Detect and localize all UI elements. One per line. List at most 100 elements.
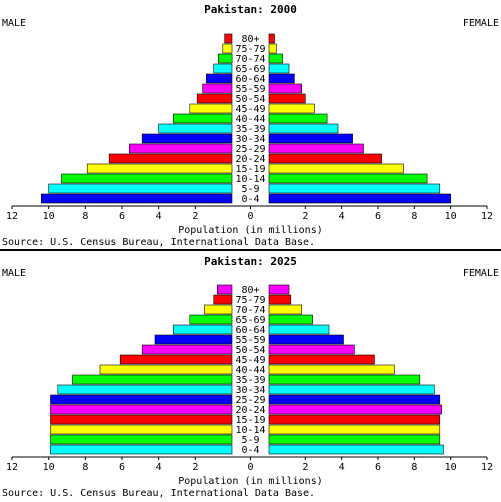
female-bar bbox=[268, 143, 364, 154]
age-group-label: 5-9 bbox=[241, 184, 259, 195]
female-bar bbox=[268, 344, 355, 355]
x-tick-label: 8 bbox=[82, 462, 88, 473]
male-bar bbox=[50, 424, 233, 435]
age-group-label: 65-69 bbox=[235, 64, 265, 75]
x-tick-label: 12 bbox=[481, 211, 493, 222]
age-group-label: 55-59 bbox=[235, 335, 265, 346]
x-tick-label: 6 bbox=[119, 462, 125, 473]
male-bar bbox=[154, 334, 233, 345]
age-group-label: 45-49 bbox=[235, 355, 265, 366]
female-bar bbox=[268, 133, 353, 144]
male-bar bbox=[217, 284, 233, 295]
bars-group: 80+75-7970-7465-6960-6455-5950-5445-4940… bbox=[50, 284, 444, 456]
male-bar bbox=[206, 73, 233, 84]
male-bar bbox=[189, 314, 233, 325]
age-group-label: 65-69 bbox=[235, 315, 265, 326]
male-bar bbox=[40, 193, 233, 204]
x-tick-label: 8 bbox=[411, 462, 417, 473]
age-group-label: 75-79 bbox=[235, 295, 265, 306]
male-label: MALE bbox=[2, 18, 26, 29]
female-bar bbox=[268, 394, 441, 405]
male-bar bbox=[158, 123, 233, 134]
pyramid-panel-2000: Pakistan: 2000 MALE FEMALE 80+ 75-79 70-74… bbox=[2, 3, 499, 248]
female-bar bbox=[268, 324, 330, 335]
female-bar bbox=[268, 334, 344, 345]
male-bar bbox=[213, 63, 233, 74]
male-bar bbox=[218, 53, 233, 64]
age-group-label: 0-4 bbox=[241, 445, 259, 456]
female-bar bbox=[268, 364, 395, 375]
age-group-label: 15-19 bbox=[235, 415, 265, 426]
x-tick-label: 6 bbox=[375, 211, 381, 222]
x-tick-label: 4 bbox=[156, 211, 162, 222]
age-group-label: 80+ bbox=[241, 285, 259, 296]
male-bar bbox=[141, 344, 233, 355]
x-tick-label: 6 bbox=[119, 211, 125, 222]
male-bar bbox=[50, 444, 233, 455]
male-bar bbox=[50, 404, 233, 415]
male-bar bbox=[119, 354, 233, 365]
source-note: Source: U.S. Census Bureau, Internationa… bbox=[2, 237, 315, 248]
age-group-label: 55-59 bbox=[235, 84, 265, 95]
x-tick-label: 4 bbox=[156, 462, 162, 473]
female-bar bbox=[268, 53, 283, 64]
female-bar bbox=[268, 444, 444, 455]
male-bar bbox=[213, 294, 233, 305]
population-pyramid-2025: Pakistan: 2025 MALE FEMALE 80+75-7970-74… bbox=[2, 255, 499, 499]
female-bar bbox=[268, 434, 441, 445]
x-axis: 12 10 8 6 4 2 0 2 4 6 8 10 12 bbox=[6, 205, 493, 222]
female-bar bbox=[268, 73, 295, 84]
male-bar bbox=[202, 83, 233, 94]
female-bar bbox=[268, 43, 277, 54]
pyramid-panel-2025: Pakistan: 2025 MALE FEMALE 80+ 75-79 70-74… bbox=[0, 251, 501, 502]
x-tick-label: 4 bbox=[339, 462, 345, 473]
x-tick-label: 0 bbox=[247, 462, 253, 473]
age-group-label: 10-14 bbox=[235, 425, 265, 436]
male-label: MALE bbox=[2, 268, 26, 279]
x-tick-label: 2 bbox=[192, 462, 198, 473]
female-bar bbox=[268, 173, 428, 184]
male-bar bbox=[196, 93, 233, 104]
age-group-label: 30-34 bbox=[235, 134, 265, 145]
x-tick-label: 6 bbox=[375, 462, 381, 473]
age-group-label: 20-24 bbox=[235, 405, 265, 416]
female-bar bbox=[268, 123, 339, 134]
female-bar bbox=[268, 103, 315, 114]
x-tick-label: 0 bbox=[247, 211, 253, 222]
age-group-label: 15-19 bbox=[235, 164, 265, 175]
female-bar bbox=[268, 33, 275, 44]
age-group-label: 80+ bbox=[241, 34, 259, 45]
age-group-label: 50-54 bbox=[235, 94, 265, 105]
male-bar bbox=[141, 133, 233, 144]
female-bar bbox=[268, 193, 451, 204]
panel-divider bbox=[0, 249, 501, 251]
male-bar bbox=[129, 143, 233, 154]
male-bar bbox=[61, 173, 233, 184]
x-axis-label: Population (in millions) bbox=[178, 225, 323, 236]
x-tick-label: 10 bbox=[445, 211, 457, 222]
male-bar bbox=[99, 364, 233, 375]
age-group-label: 60-64 bbox=[235, 74, 265, 85]
x-tick-label: 10 bbox=[445, 462, 457, 473]
female-bar bbox=[268, 63, 290, 74]
male-bar bbox=[224, 33, 233, 44]
age-group-label: 40-44 bbox=[235, 114, 265, 125]
age-group-label: 60-64 bbox=[235, 325, 265, 336]
age-group-label: 30-34 bbox=[235, 385, 265, 396]
x-tick-label: 8 bbox=[411, 211, 417, 222]
male-bar bbox=[50, 434, 233, 445]
age-group-label: 50-54 bbox=[235, 345, 265, 356]
x-tick-label: 2 bbox=[302, 462, 308, 473]
male-bar bbox=[204, 304, 233, 315]
age-group-label: 20-24 bbox=[235, 154, 265, 165]
x-tick-label: 10 bbox=[43, 211, 55, 222]
male-bar bbox=[86, 163, 233, 174]
female-bar bbox=[268, 153, 382, 164]
female-bar bbox=[268, 83, 303, 94]
age-group-label: 25-29 bbox=[235, 144, 265, 155]
female-bar bbox=[268, 354, 375, 365]
chart-title: Pakistan: 2000 bbox=[204, 3, 297, 16]
male-bar bbox=[173, 324, 233, 335]
female-bar bbox=[268, 284, 290, 295]
age-group-label: 40-44 bbox=[235, 365, 265, 376]
